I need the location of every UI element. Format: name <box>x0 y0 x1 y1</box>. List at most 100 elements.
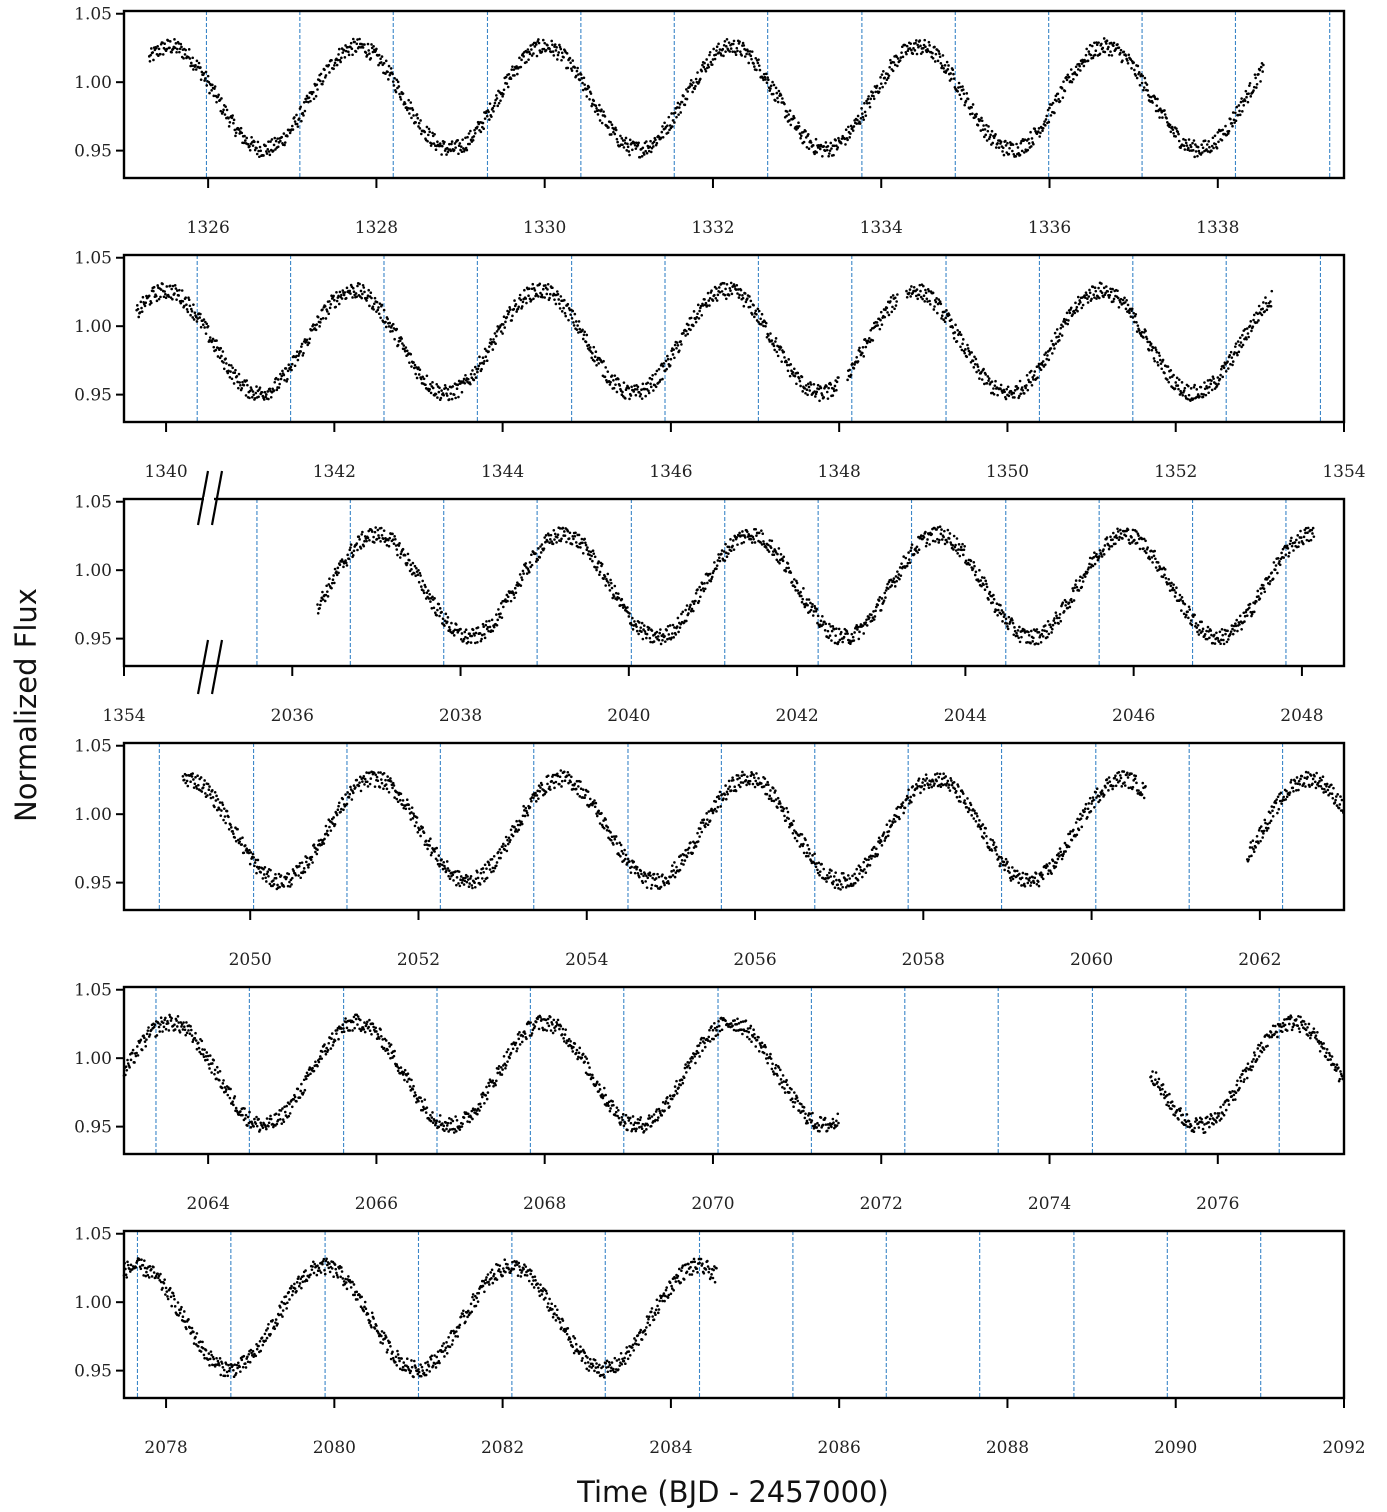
data-point <box>280 135 284 139</box>
data-point <box>204 70 208 74</box>
data-point <box>251 144 255 147</box>
data-point <box>429 382 432 386</box>
data-point <box>687 612 690 615</box>
data-point <box>1141 74 1145 78</box>
data-point <box>1006 141 1009 145</box>
data-point <box>673 111 677 114</box>
data-point <box>1309 538 1313 542</box>
data-point <box>563 530 566 533</box>
data-point <box>757 64 761 67</box>
data-point <box>693 87 697 91</box>
data-point <box>359 789 363 793</box>
data-point <box>228 121 232 124</box>
data-point <box>893 296 897 300</box>
data-point <box>293 116 296 119</box>
data-point <box>525 60 528 64</box>
data-point <box>311 861 314 864</box>
data-point <box>203 79 206 82</box>
data-point <box>418 127 422 130</box>
data-point <box>409 563 413 567</box>
data-point <box>1185 144 1189 147</box>
data-point <box>848 136 851 139</box>
data-point <box>1276 557 1280 560</box>
data-point <box>1201 627 1205 631</box>
data-point <box>454 396 457 400</box>
data-point <box>912 47 915 50</box>
data-point <box>1144 81 1147 85</box>
data-point <box>610 586 614 590</box>
data-point <box>711 58 715 61</box>
data-point <box>1144 539 1147 543</box>
data-point <box>1180 609 1183 612</box>
data-point <box>600 121 604 125</box>
data-point <box>894 304 898 307</box>
data-point <box>463 381 467 385</box>
data-point <box>634 147 638 150</box>
data-point <box>431 131 434 135</box>
data-point <box>571 309 575 313</box>
data-point <box>556 290 559 293</box>
data-point <box>1102 553 1106 556</box>
data-point <box>512 68 516 71</box>
data-point <box>1137 329 1141 332</box>
data-point <box>268 387 272 391</box>
data-point <box>1143 76 1147 80</box>
data-point <box>973 363 977 366</box>
data-point <box>570 67 573 70</box>
data-point <box>220 97 223 100</box>
data-point <box>349 292 352 295</box>
data-point <box>230 116 234 120</box>
data-point <box>192 68 195 71</box>
data-point <box>409 101 413 104</box>
data-point <box>1029 145 1033 148</box>
data-point <box>650 377 654 381</box>
data-point <box>741 530 744 533</box>
data-point <box>911 52 915 56</box>
data-point <box>388 321 392 325</box>
data-point <box>610 133 613 136</box>
data-point <box>1074 65 1078 69</box>
data-point <box>754 56 758 60</box>
data-point <box>724 287 727 291</box>
data-point <box>1243 620 1246 623</box>
data-point <box>402 344 406 347</box>
data-point <box>592 99 596 103</box>
data-point <box>1193 383 1196 387</box>
data-point <box>373 541 376 544</box>
data-point <box>276 137 279 140</box>
data-point <box>708 304 711 307</box>
data-point <box>408 112 411 115</box>
data-point <box>658 631 661 635</box>
data-point <box>694 84 697 88</box>
data-point <box>751 535 755 539</box>
data-point <box>1011 149 1014 153</box>
data-point <box>1037 630 1041 634</box>
data-point <box>1180 381 1184 384</box>
data-point <box>1101 46 1105 50</box>
data-point <box>1135 320 1138 324</box>
data-point <box>730 292 734 296</box>
data-point <box>522 55 525 58</box>
data-point <box>1106 290 1110 293</box>
data-point <box>1089 53 1093 57</box>
data-point <box>1246 332 1250 335</box>
data-point <box>1145 337 1149 341</box>
data-point <box>738 40 741 43</box>
data-point <box>893 307 896 311</box>
data-point <box>884 308 887 312</box>
data-point <box>451 385 455 388</box>
data-point <box>899 574 903 577</box>
data-point <box>398 339 402 343</box>
data-point <box>877 90 881 94</box>
data-point <box>187 296 190 300</box>
data-point <box>1071 313 1074 316</box>
data-point <box>589 92 593 95</box>
data-point <box>1173 588 1176 592</box>
data-point <box>324 824 328 828</box>
data-point <box>1237 104 1241 107</box>
data-point <box>539 291 542 295</box>
data-point <box>530 298 533 302</box>
data-point <box>262 398 266 401</box>
data-point <box>253 396 257 400</box>
